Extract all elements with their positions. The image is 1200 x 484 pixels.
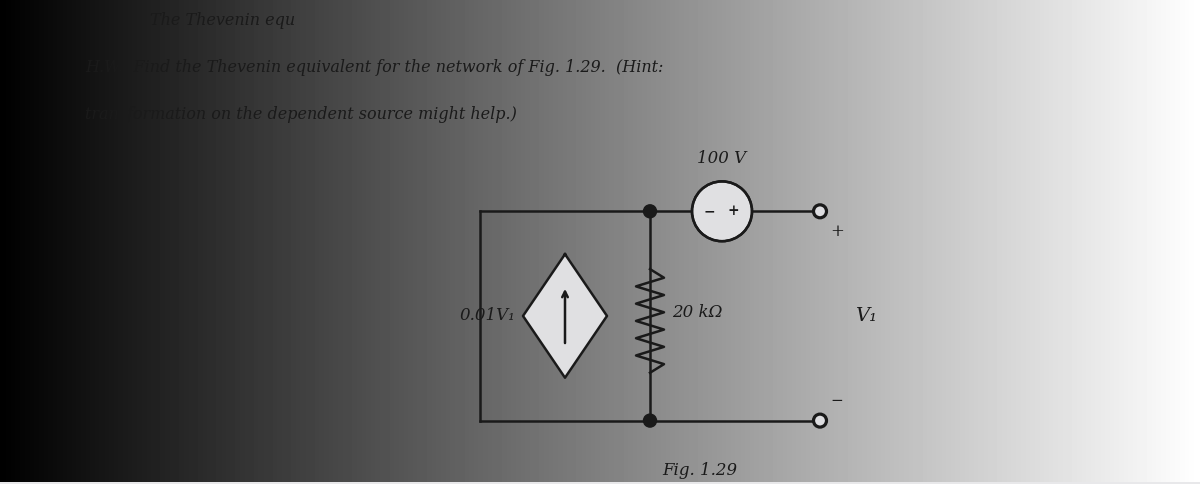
Text: +: + [830,223,844,240]
Text: 100 V: 100 V [697,151,746,167]
Text: Fig. 1.29: Fig. 1.29 [662,463,738,480]
Circle shape [814,205,827,218]
Text: −: − [703,204,715,218]
Circle shape [643,414,656,427]
Circle shape [643,205,656,218]
Text: H.W.: Find the Thevenin equivalent for the network of Fig. 1.29.  (Hint:: H.W.: Find the Thevenin equivalent for t… [85,59,664,76]
Circle shape [692,182,752,241]
Polygon shape [523,254,607,378]
Text: +: + [727,204,739,218]
Text: 20 kΩ: 20 kΩ [672,304,722,321]
Text: transformation on the dependent source might help.): transformation on the dependent source m… [85,106,517,122]
Text: The Thevenin equ: The Thevenin equ [150,12,295,29]
Text: V₁: V₁ [854,307,877,325]
Text: −: − [830,393,842,408]
Text: 0.01V₁: 0.01V₁ [460,307,515,324]
Circle shape [814,414,827,427]
